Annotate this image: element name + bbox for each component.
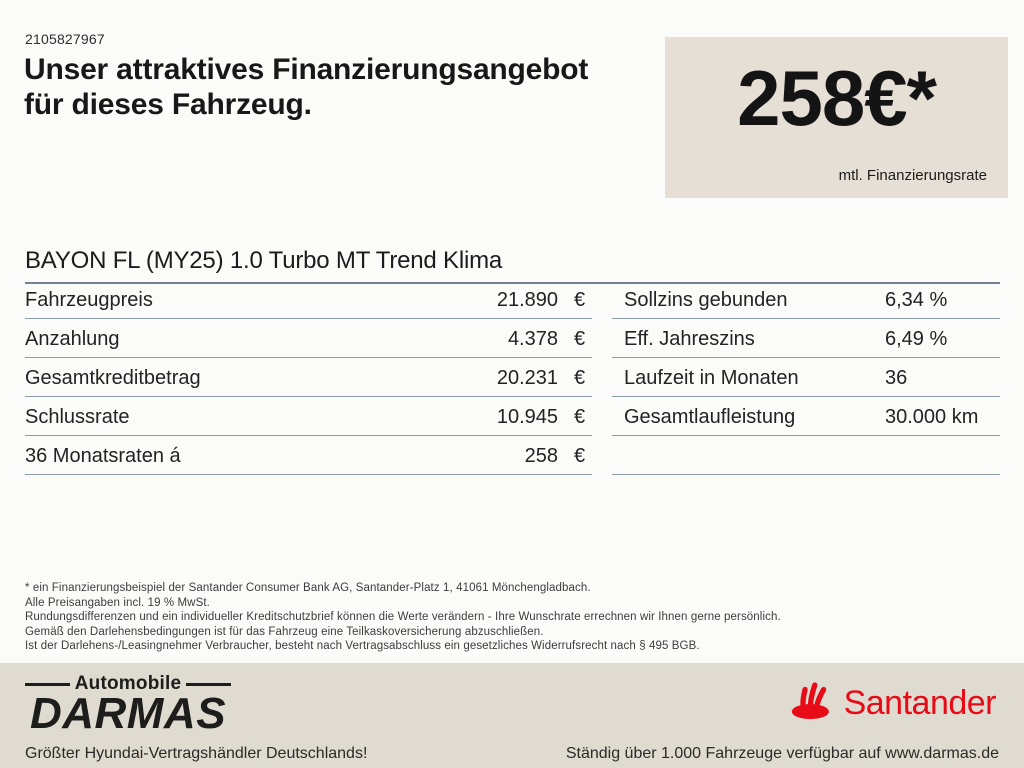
finance-table-left-column: Fahrzeugpreis 21.890 € Anzahlung 4.378 €… — [25, 280, 592, 475]
fine-print-line: Gemäß den Darlehensbedingungen ist für d… — [25, 625, 544, 638]
row-unit: € — [574, 367, 586, 389]
darmas-automobile-label: Automobile — [74, 673, 182, 694]
darmas-wordmark: DARMAS — [29, 689, 227, 738]
darmas-tagline: Größter Hyundai-Vertragshändler Deutschl… — [25, 745, 368, 762]
table-row: Gesamtkreditbetrag 20.231 € — [25, 358, 592, 397]
headline-line-1: Unser attraktives Finanzierungsangebot — [24, 53, 589, 86]
vehicle-title: BAYON FL (MY25) 1.0 Turbo MT Trend Klima — [25, 247, 1000, 284]
row-unit: € — [574, 328, 586, 350]
table-row-empty — [612, 436, 1000, 475]
fine-print-line: * ein Finanzierungsbeispiel der Santande… — [25, 582, 591, 594]
row-label: Sollzins gebunden — [624, 289, 788, 311]
fine-print-line: Alle Preisangaben incl. 19 % MwSt. — [25, 596, 210, 609]
monthly-rate-caption: mtl. Finanzierungsrate — [838, 167, 987, 184]
row-label: Eff. Jahreszins — [624, 328, 755, 350]
row-value: 30.000 km — [885, 406, 979, 428]
santander-flame-icon — [790, 682, 836, 725]
table-row: 36 Monatsraten á 258 € — [25, 436, 592, 475]
row-label: Gesamtlaufleistung — [624, 406, 796, 428]
fine-print-line: Ist der Darlehens-/Leasingnehmer Verbrau… — [25, 640, 700, 653]
row-label: Laufzeit in Monaten — [624, 367, 799, 389]
darmas-right-line — [186, 682, 231, 686]
darmas-logo: Automobile DARMAS — [25, 673, 231, 738]
row-unit: € — [574, 445, 586, 467]
page-headline: Unser attraktives Finanzierungsangebot f… — [24, 52, 588, 122]
footer: Automobile DARMAS Größter Hyundai-Vertra… — [0, 663, 1024, 768]
santander-tagline: Ständig über 1.000 Fahrzeuge verfügbar a… — [565, 745, 999, 762]
row-value: 20.231 — [496, 367, 558, 389]
monthly-rate-box: 258€* mtl. Finanzierungsrate — [665, 37, 1008, 198]
finance-table: Fahrzeugpreis 21.890 € Anzahlung 4.378 €… — [25, 280, 1000, 475]
table-row: Gesamtlaufleistung 30.000 km — [612, 397, 1000, 436]
row-unit: € — [574, 406, 586, 428]
row-value: 10.945 — [496, 406, 558, 428]
row-value: 258 — [524, 445, 558, 467]
row-unit: € — [574, 289, 586, 311]
fine-print-line: Rundungsdifferenzen und ein individuelle… — [25, 611, 781, 624]
row-label: Anzahlung — [25, 328, 120, 350]
row-label: Schlussrate — [25, 406, 130, 428]
row-value: 4.378 — [507, 328, 558, 350]
row-label: 36 Monatsraten á — [25, 445, 181, 467]
darmas-logo-top: Automobile — [25, 673, 231, 695]
fine-print: * ein Finanzierungsbeispiel der Santande… — [25, 581, 781, 654]
table-row: Eff. Jahreszins 6,49 % — [612, 319, 1000, 358]
row-value: 6,49 % — [885, 328, 948, 350]
offer-id: 2105827967 — [25, 31, 105, 47]
table-row: Fahrzeugpreis 21.890 € — [25, 280, 592, 319]
row-value: 6,34 % — [885, 289, 948, 311]
table-row: Anzahlung 4.378 € — [25, 319, 592, 358]
table-row: Laufzeit in Monaten 36 — [612, 358, 1000, 397]
table-row: Sollzins gebunden 6,34 % — [612, 280, 1000, 319]
santander-logo: Santander — [790, 682, 997, 725]
row-label: Fahrzeugpreis — [25, 289, 153, 311]
row-value: 36 — [885, 367, 908, 389]
monthly-rate-amount: 258€* — [737, 54, 937, 142]
santander-wordmark: Santander — [843, 684, 997, 722]
row-label: Gesamtkreditbetrag — [25, 367, 201, 389]
row-value: 21.890 — [496, 289, 558, 311]
finance-table-right-column: Sollzins gebunden 6,34 % Eff. Jahreszins… — [612, 280, 1000, 475]
darmas-left-line — [25, 682, 70, 686]
headline-line-2: für dieses Fahrzeug. — [24, 88, 312, 121]
table-row: Schlussrate 10.945 € — [25, 397, 592, 436]
